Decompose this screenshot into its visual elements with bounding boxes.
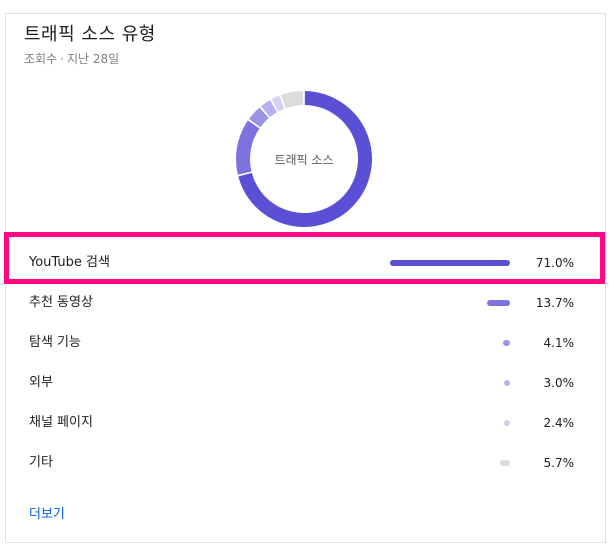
traffic-row-suggested-videos[interactable]: 추천 동영상 13.7% <box>5 283 606 323</box>
donut-slice[interactable] <box>271 95 285 112</box>
traffic-row-youtube-search[interactable]: YouTube 검색 71.0% <box>5 243 606 283</box>
card-subtitle: 조회수 · 지난 28일 <box>24 50 119 67</box>
traffic-row-browse-features[interactable]: 탐색 기능 4.1% <box>5 323 606 363</box>
row-label: 탐색 기능 <box>29 335 81 350</box>
donut-slice[interactable] <box>281 91 304 109</box>
row-label: 채널 페이지 <box>29 415 93 430</box>
row-percent: 5.7% <box>543 456 575 470</box>
bar-track <box>390 460 510 466</box>
bar-fill <box>503 340 510 346</box>
subtitle-separator: · <box>60 52 64 66</box>
bar-fill <box>504 380 510 386</box>
bar-fill <box>504 420 510 426</box>
row-percent: 4.1% <box>543 336 575 350</box>
bar-track <box>390 420 510 426</box>
highlight-box <box>4 232 605 284</box>
row-percent: 3.0% <box>543 376 575 390</box>
subtitle-period: 지난 28일 <box>66 52 120 66</box>
traffic-source-donut-chart: 트래픽 소스 <box>228 83 380 235</box>
donut-svg <box>236 91 372 228</box>
row-label: 외부 <box>29 375 53 390</box>
bar-fill <box>486 300 510 306</box>
row-percent: 13.7% <box>535 296 574 310</box>
row-percent: 2.4% <box>543 416 575 430</box>
bar-track <box>390 380 510 386</box>
row-label: YouTube 검색 <box>29 255 110 270</box>
card-title: 트래픽 소스 유형 <box>24 24 156 45</box>
donut-slice[interactable] <box>236 120 260 175</box>
bar-track <box>390 260 510 266</box>
donut-center-label: 트래픽 소스 <box>274 152 334 167</box>
traffic-row-other[interactable]: 기타 5.7% <box>5 443 606 483</box>
traffic-row-channel-pages[interactable]: 채널 페이지 2.4% <box>5 403 606 443</box>
see-more-link[interactable]: 더보기 <box>29 507 65 522</box>
bar-track <box>390 340 510 346</box>
row-label: 추천 동영상 <box>29 295 93 310</box>
bar-track <box>390 300 510 306</box>
row-percent: 71.0% <box>535 256 574 270</box>
donut-slice[interactable] <box>261 100 278 118</box>
traffic-row-external[interactable]: 외부 3.0% <box>5 363 606 403</box>
bar-fill <box>390 260 510 266</box>
row-label: 기타 <box>29 455 53 470</box>
bar-fill <box>500 460 510 466</box>
donut-slice[interactable] <box>249 107 269 128</box>
subtitle-metric: 조회수 <box>24 52 58 66</box>
